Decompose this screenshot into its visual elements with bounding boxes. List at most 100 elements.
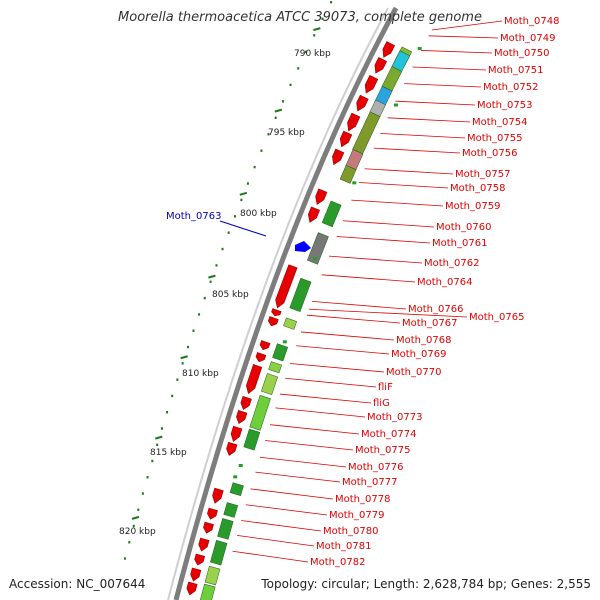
gene-label[interactable]: Moth_0762 [424,258,479,269]
gene-label[interactable]: Moth_0752 [483,82,538,93]
gene-label[interactable]: Moth_0750 [494,48,549,59]
gene-label[interactable]: Moth_0759 [445,201,500,212]
feature-marker [313,257,318,261]
gene-label[interactable]: Moth_0768 [396,335,451,346]
gene-arrow[interactable] [267,316,279,327]
gene-block[interactable] [268,361,282,374]
gene-shape [321,200,342,228]
label-leader-line [290,363,385,373]
gene-arrow[interactable] [372,57,388,75]
gene-block[interactable] [229,482,244,497]
gene-arrow[interactable] [380,41,396,59]
gene-label[interactable]: Moth_0782 [310,557,365,568]
gene-arrow[interactable] [202,521,214,534]
gene-arrow[interactable] [313,188,328,206]
gene-block[interactable] [272,343,289,362]
gene-arrow[interactable] [235,409,248,425]
gene-arrow[interactable] [193,553,206,566]
gene-arrow[interactable] [185,581,198,596]
gene-arrow[interactable] [229,425,243,443]
gene-shape [203,521,214,534]
gene-label[interactable]: Moth_0761 [432,238,487,249]
gene-block[interactable] [289,277,312,312]
gene-shape [268,316,279,327]
gene-block[interactable] [260,373,278,396]
gene-label[interactable]: Moth_0755 [467,133,522,144]
gene-arrow[interactable] [306,206,320,224]
gene-arrow[interactable] [255,352,267,363]
gene-label[interactable]: Moth_0754 [472,117,527,128]
gene-arrow[interactable] [197,537,210,552]
gene-label[interactable]: Moth_0764 [417,277,472,288]
gene-arrow[interactable] [271,308,282,318]
gene-block[interactable] [321,200,342,228]
gene-arrow[interactable] [225,441,238,457]
gene-block[interactable] [339,164,357,184]
gene-arrow[interactable] [211,487,224,504]
feature-marker [417,47,422,51]
gene-label[interactable]: Moth_0749 [500,33,555,44]
label-leader-line [265,440,354,451]
gene-label[interactable]: Moth_0765 [469,312,524,323]
gene-block[interactable] [243,428,261,451]
gene-label-moth-0763[interactable]: Moth_0763 [166,211,221,222]
gene-label[interactable]: Moth_0758 [450,183,505,194]
gene-label[interactable]: Moth_0773 [367,412,422,423]
gene-label[interactable]: Moth_0770 [386,367,441,378]
gene-arrow-moth-0763[interactable] [295,241,311,252]
gene-arrow[interactable] [206,507,218,520]
gene-label[interactable]: Moth_0751 [488,65,543,76]
gene-label[interactable]: Moth_0767 [402,318,457,329]
gene-block[interactable] [199,583,216,600]
gene-block[interactable] [204,565,221,586]
label-leader-line [279,393,372,404]
gene-block[interactable] [307,232,329,265]
gene-shape [226,441,238,456]
gene-block[interactable] [249,394,271,431]
gene-arrow[interactable] [244,364,263,395]
scale-tick-label: 795 kbp [268,128,305,138]
gene-arrow[interactable] [354,94,369,113]
scale-dot [128,541,131,544]
gene-label[interactable]: Moth_0776 [348,462,403,473]
gene-label[interactable]: Moth_0748 [504,16,559,27]
gene-shape [240,395,252,411]
gene-block[interactable] [283,317,298,330]
label-leader-line [311,300,407,310]
label-leader-line [404,83,482,88]
gene-label[interactable]: Moth_0775 [355,445,410,456]
gene-shape [275,264,298,309]
gene-label[interactable]: Moth_0757 [455,169,510,180]
scale-dot [246,182,249,185]
gene-label[interactable]: Moth_0779 [329,510,384,521]
gene-label[interactable]: Moth_0780 [323,526,378,537]
gene-block[interactable] [223,502,239,518]
gene-label[interactable]: Moth_0781 [316,541,371,552]
gene-arrow[interactable] [239,395,252,411]
gene-shape [356,94,369,112]
gene-label[interactable]: Moth_0760 [436,222,491,233]
gene-arrow[interactable] [362,74,379,95]
gene-label[interactable]: fliF [378,382,393,393]
gene-arrow[interactable] [189,567,202,582]
gene-block[interactable] [210,539,228,566]
gene-label[interactable]: fliG [373,398,390,409]
scale-dot [281,100,284,103]
gene-arrow[interactable] [344,112,361,133]
gene-features [185,41,422,600]
label-leader-line [412,66,487,71]
gene-label[interactable]: Moth_0774 [361,429,416,440]
gene-label[interactable]: Moth_0756 [462,148,517,159]
gene-shape [229,482,244,497]
gene-arrow[interactable] [330,148,345,167]
gene-label[interactable]: Moth_0766 [408,304,463,315]
gene-label[interactable]: Moth_0769 [391,349,446,360]
gene-label[interactable]: Moth_0778 [335,494,390,505]
gene-arrow[interactable] [337,130,353,149]
gene-label[interactable]: Moth_0777 [342,477,397,488]
gene-shape [190,567,202,582]
gene-arrow[interactable] [259,340,271,351]
gene-block[interactable] [217,518,234,540]
gene-arrow[interactable] [273,264,298,310]
gene-label[interactable]: Moth_0753 [477,100,532,111]
